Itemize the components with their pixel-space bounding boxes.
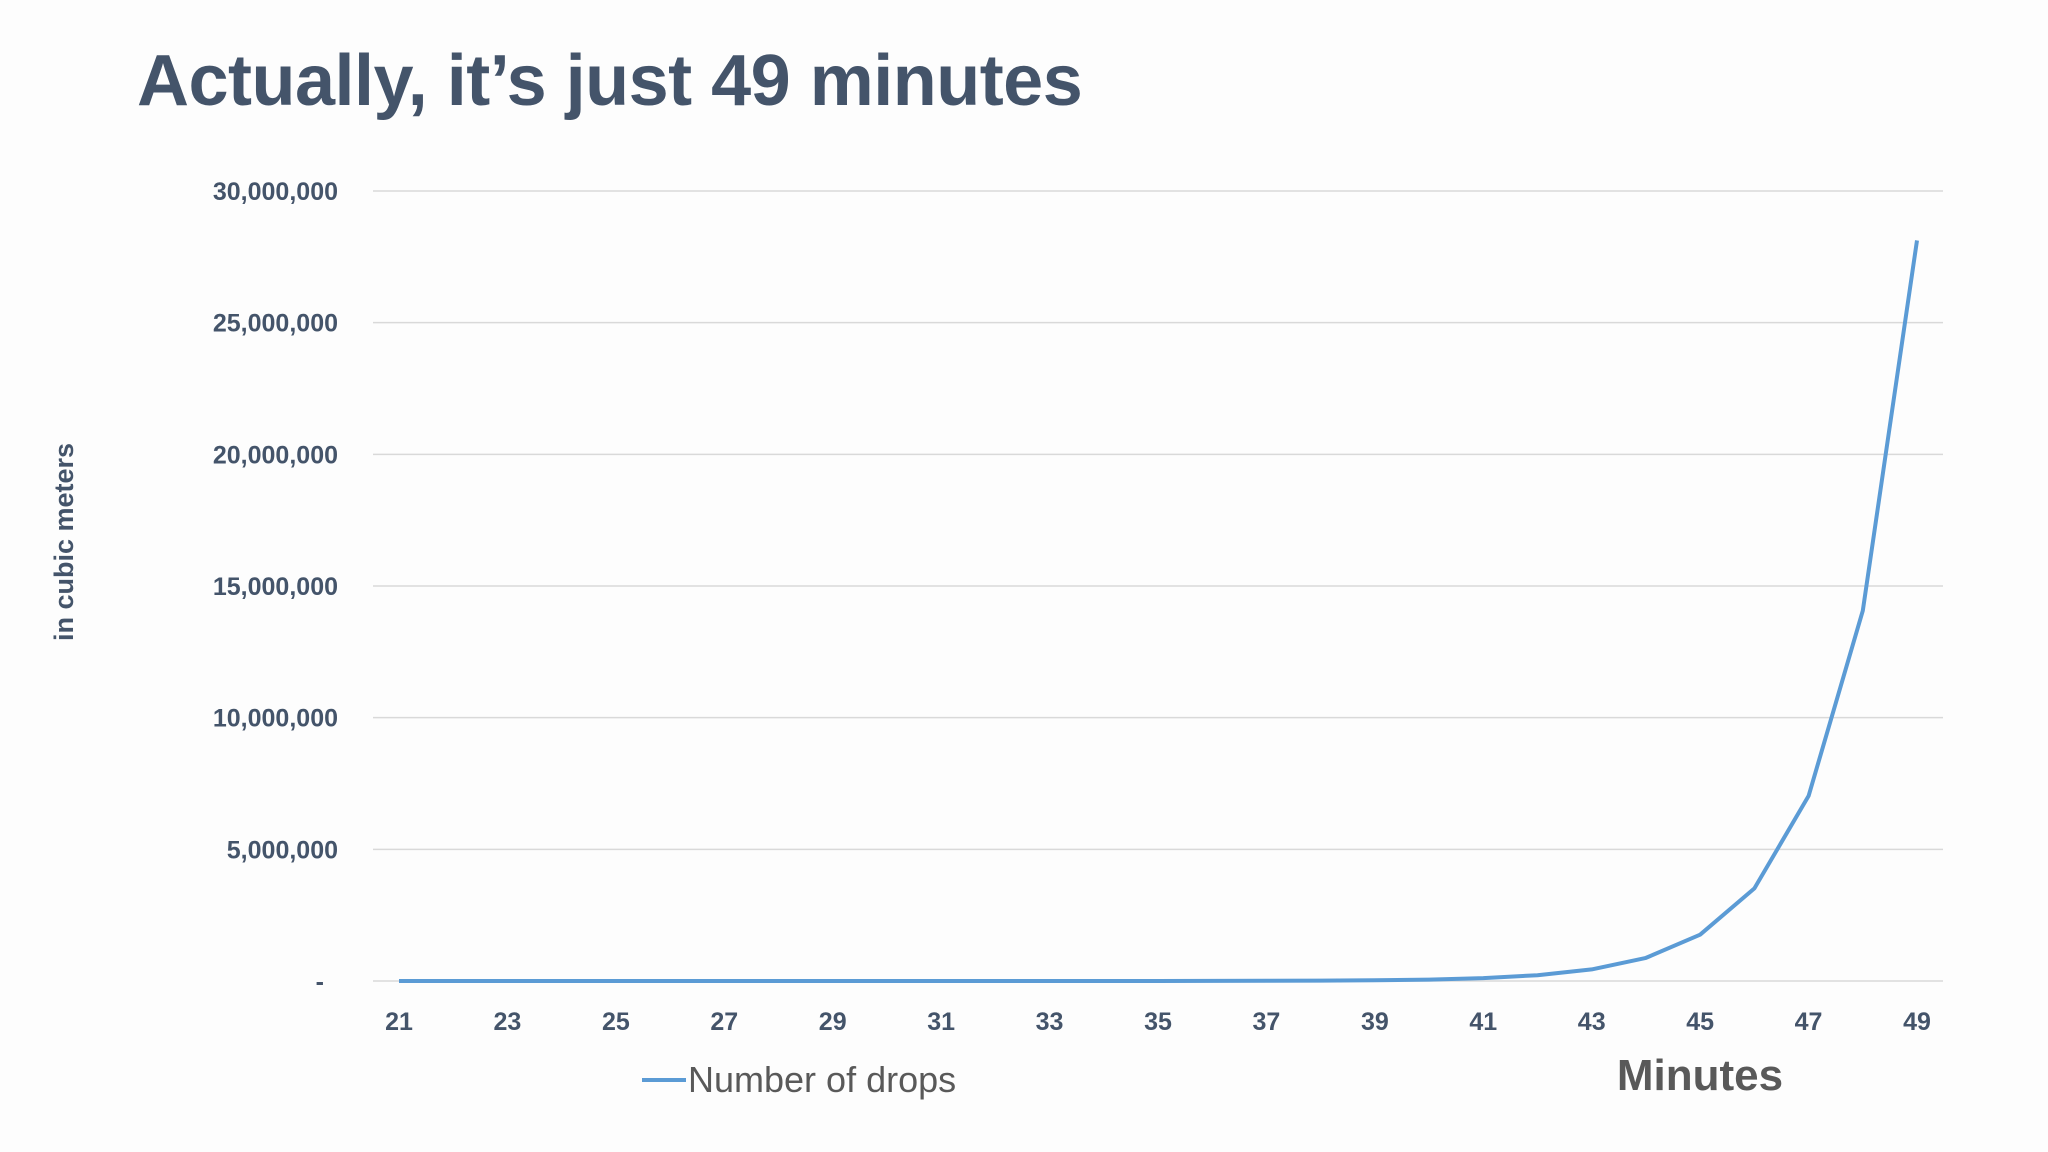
x-tick-label: 21 (385, 1008, 413, 1036)
x-tick-label: 45 (1686, 1008, 1714, 1036)
x-tick-label: 49 (1903, 1008, 1931, 1036)
x-tick-label: 39 (1361, 1008, 1389, 1036)
legend: Number of drops (642, 1059, 956, 1100)
series-layer (399, 240, 1919, 983)
x-axis-ticks: 21 23 25 27 29 31 33 35 37 39 41 43 45 47 49 (385, 1008, 1931, 1036)
y-tick-label: 30,000,000 (213, 178, 338, 206)
series-line-number-of-drops (399, 240, 1919, 983)
x-tick-label: 33 (1036, 1008, 1064, 1036)
gridlines (373, 190, 1943, 982)
x-axis-label: Minutes (1617, 1051, 1783, 1100)
x-tick-label: 35 (1144, 1008, 1172, 1036)
x-tick-label: 47 (1795, 1008, 1823, 1036)
y-tick-label: 20,000,000 (213, 441, 338, 469)
y-tick-label: 15,000,000 (213, 573, 338, 601)
y-axis-ticks: - 5,000,000 10,000,000 15,000,000 20,000,000… (213, 178, 338, 996)
x-tick-label: 41 (1469, 1008, 1497, 1036)
y-tick-label: 5,000,000 (227, 836, 338, 864)
y-tick-label: 10,000,000 (213, 705, 338, 733)
x-tick-label: 23 (494, 1008, 522, 1036)
x-tick-label: 31 (927, 1008, 955, 1036)
y-axis-label: in cubic meters (49, 443, 79, 641)
x-tick-label: 37 (1253, 1008, 1281, 1036)
x-tick-label: 43 (1578, 1008, 1606, 1036)
x-tick-label: 25 (602, 1008, 630, 1036)
x-tick-label: 29 (819, 1008, 847, 1036)
legend-label: Number of drops (688, 1059, 956, 1100)
y-tick-label: 25,000,000 (213, 310, 338, 338)
slide-title: Actually, it’s just 49 minutes (137, 41, 1083, 121)
y-tick-label: - (316, 968, 324, 996)
x-tick-label: 27 (710, 1008, 738, 1036)
